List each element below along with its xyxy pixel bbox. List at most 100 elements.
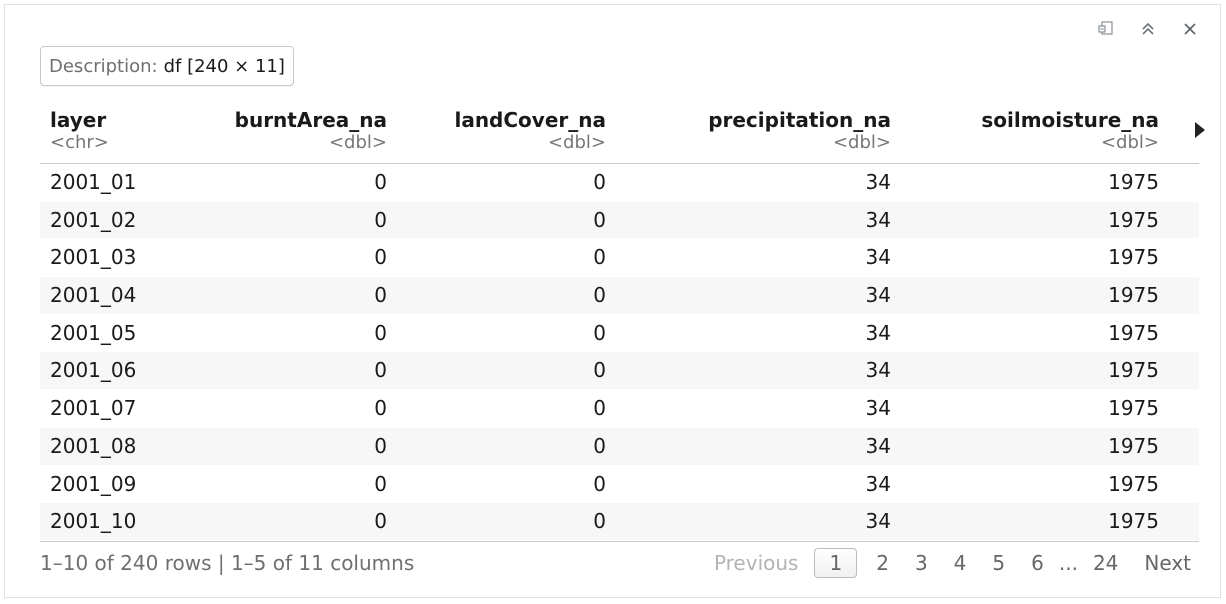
description-box: Description: df [240 × 11] bbox=[40, 46, 294, 86]
cell-precipitation: 34 bbox=[865, 207, 891, 232]
cell-layer: 2001_06 bbox=[50, 358, 137, 383]
table-header: layer <chr> burntArea_na <dbl> landCover… bbox=[40, 105, 1205, 164]
cell-soilmoisture: 1975 bbox=[1108, 170, 1159, 194]
column-type: <dbl> bbox=[1100, 132, 1159, 153]
cell-burntarea: 0 bbox=[374, 471, 387, 496]
table-row: 2001_01 0 0 34 1975 bbox=[40, 164, 1199, 202]
column-header-soilmoisture[interactable]: soilmoisture_na <dbl> bbox=[981, 108, 1159, 154]
panel-toolbar bbox=[1096, 19, 1200, 39]
column-name: soilmoisture_na bbox=[981, 108, 1159, 132]
close-icon[interactable] bbox=[1180, 19, 1200, 39]
data-table: layer <chr> burntArea_na <dbl> landCover… bbox=[40, 105, 1205, 542]
cell-layer: 2001_05 bbox=[50, 320, 137, 345]
description-label: Description: bbox=[49, 55, 158, 77]
column-name: burntArea_na bbox=[234, 108, 387, 132]
cell-burntarea: 0 bbox=[374, 396, 387, 421]
table-row: 2001_07 0 0 34 1975 bbox=[40, 390, 1199, 428]
page-button-3[interactable]: 3 bbox=[914, 551, 928, 575]
page-button-1[interactable]: 1 bbox=[814, 548, 858, 578]
cell-landcover: 0 bbox=[593, 283, 606, 308]
cell-landcover: 0 bbox=[593, 358, 606, 383]
page-button-6[interactable]: 6 bbox=[1031, 551, 1044, 575]
cell-soilmoisture: 1975 bbox=[1108, 433, 1159, 458]
column-name: layer bbox=[50, 108, 107, 132]
cell-soilmoisture: 1975 bbox=[1108, 320, 1159, 345]
table-footer: 1–10 of 240 rows | 1–5 of 11 columns Pre… bbox=[40, 545, 1199, 581]
column-type: <dbl> bbox=[832, 132, 891, 153]
collapse-icon[interactable] bbox=[1138, 19, 1158, 39]
table-row: 2001_10 0 0 34 1975 bbox=[40, 503, 1199, 541]
table-row: 2001_09 0 0 34 1975 bbox=[40, 466, 1199, 504]
cell-layer: 2001_07 bbox=[50, 396, 137, 421]
cell-burntarea: 0 bbox=[374, 170, 387, 194]
pagination-ellipsis: ... bbox=[1058, 551, 1078, 575]
table-row: 2001_02 0 0 34 1975 bbox=[40, 201, 1199, 240]
cell-landcover: 0 bbox=[593, 471, 606, 496]
table-row: 2001_03 0 0 34 1975 bbox=[40, 239, 1199, 278]
cell-burntarea: 0 bbox=[374, 433, 387, 458]
cell-layer: 2001_03 bbox=[50, 245, 137, 270]
page-button-24[interactable]: 24 bbox=[1092, 551, 1119, 575]
cell-landcover: 0 bbox=[593, 396, 606, 421]
cell-landcover: 0 bbox=[593, 509, 606, 534]
description-value: df [240 × 11] bbox=[163, 55, 285, 77]
table-body: 2001_01 0 0 34 1975 2001_02 0 0 34 1975 … bbox=[40, 164, 1199, 542]
cell-soilmoisture: 1975 bbox=[1108, 358, 1159, 383]
cell-burntarea: 0 bbox=[374, 509, 387, 534]
cell-soilmoisture: 1975 bbox=[1108, 471, 1159, 496]
cell-landcover: 0 bbox=[593, 320, 606, 345]
cell-burntarea: 0 bbox=[374, 245, 387, 270]
cell-precipitation: 34 bbox=[865, 396, 891, 421]
cell-layer: 2001_01 bbox=[50, 170, 137, 194]
next-columns-arrow-icon[interactable] bbox=[1195, 122, 1205, 138]
table-row: 2001_06 0 0 34 1975 bbox=[40, 352, 1199, 391]
cell-layer: 2001_09 bbox=[50, 471, 137, 496]
row-column-info: 1–10 of 240 rows | 1–5 of 11 columns bbox=[40, 551, 415, 575]
cell-soilmoisture: 1975 bbox=[1108, 283, 1159, 308]
cell-layer: 2001_04 bbox=[50, 283, 137, 308]
previous-button[interactable]: Previous bbox=[713, 551, 799, 575]
cell-precipitation: 34 bbox=[865, 245, 891, 270]
next-button[interactable]: Next bbox=[1144, 551, 1191, 575]
cell-landcover: 0 bbox=[593, 433, 606, 458]
cell-soilmoisture: 1975 bbox=[1108, 207, 1159, 232]
page-button-5[interactable]: 5 bbox=[992, 551, 1006, 575]
cell-precipitation: 34 bbox=[865, 471, 891, 496]
cell-burntarea: 0 bbox=[374, 207, 387, 232]
column-type: <dbl> bbox=[547, 132, 606, 153]
cell-precipitation: 34 bbox=[865, 170, 891, 194]
cell-soilmoisture: 1975 bbox=[1108, 509, 1159, 534]
cell-burntarea: 0 bbox=[374, 283, 387, 308]
page-button-4[interactable]: 4 bbox=[953, 551, 967, 575]
cell-landcover: 0 bbox=[593, 245, 606, 270]
cell-layer: 2001_10 bbox=[50, 509, 137, 534]
column-header-precipitation[interactable]: precipitation_na <dbl> bbox=[708, 108, 891, 154]
table-row: 2001_08 0 0 34 1975 bbox=[40, 427, 1199, 466]
cell-layer: 2001_02 bbox=[50, 207, 137, 232]
column-header-landcover[interactable]: landCover_na <dbl> bbox=[454, 108, 606, 154]
column-type: <chr> bbox=[50, 132, 109, 153]
column-name: precipitation_na bbox=[708, 108, 891, 132]
column-header-layer[interactable]: layer <chr> bbox=[50, 108, 109, 154]
cell-precipitation: 34 bbox=[865, 283, 891, 308]
cell-burntarea: 0 bbox=[374, 358, 387, 383]
table-row: 2001_05 0 0 34 1975 bbox=[40, 315, 1199, 353]
data-viewer-panel: Description: df [240 × 11] layer <chr> b… bbox=[4, 4, 1221, 598]
cell-landcover: 0 bbox=[593, 170, 606, 194]
column-header-burntarea[interactable]: burntArea_na <dbl> bbox=[235, 108, 387, 154]
cell-precipitation: 34 bbox=[865, 433, 891, 458]
cell-precipitation: 34 bbox=[865, 509, 891, 534]
table-row: 2001_04 0 0 34 1975 bbox=[40, 277, 1199, 315]
column-name: landCover_na bbox=[454, 108, 606, 132]
cell-soilmoisture: 1975 bbox=[1108, 396, 1159, 421]
pagination: Previous 1 2 3 4 5 6 ... 24 Next bbox=[701, 545, 1204, 581]
export-icon[interactable] bbox=[1096, 19, 1116, 39]
cell-precipitation: 34 bbox=[865, 358, 891, 383]
cell-layer: 2001_08 bbox=[50, 433, 137, 458]
cell-burntarea: 0 bbox=[374, 320, 387, 345]
cell-soilmoisture: 1975 bbox=[1108, 245, 1159, 270]
cell-landcover: 0 bbox=[593, 207, 606, 232]
cell-precipitation: 34 bbox=[865, 320, 891, 345]
column-type: <dbl> bbox=[328, 132, 387, 153]
page-button-2[interactable]: 2 bbox=[876, 551, 889, 575]
